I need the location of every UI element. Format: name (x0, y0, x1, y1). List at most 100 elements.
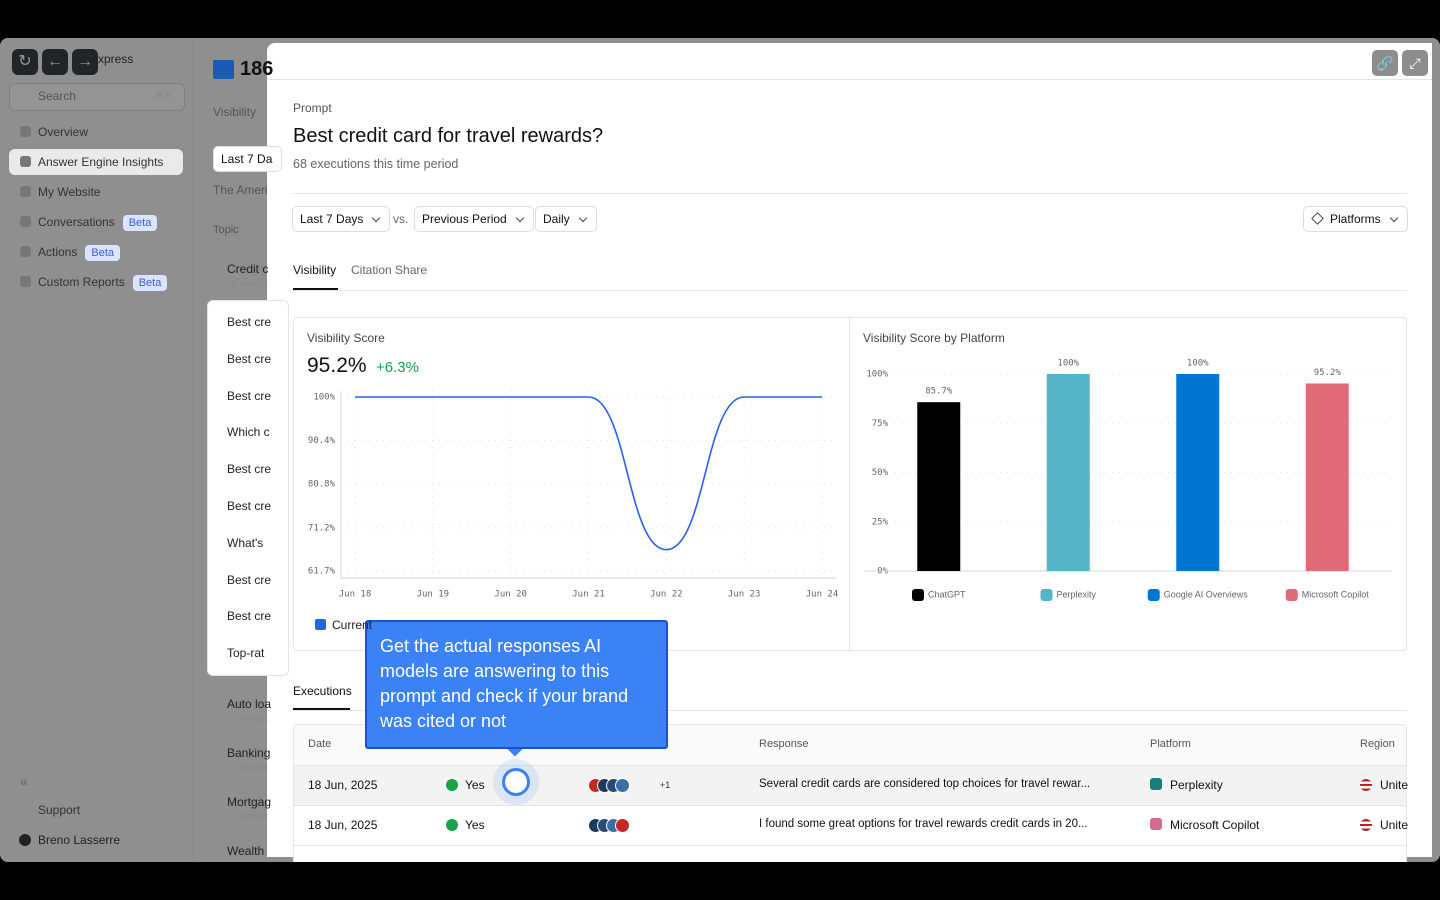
nav-label: My Website (38, 185, 101, 199)
x-tick-label: Jun 24 (806, 590, 839, 600)
executions-tab[interactable]: Executions (293, 684, 352, 698)
modal-header-border (267, 79, 1432, 80)
support[interactable]: Support (38, 803, 81, 817)
platform-icon (911, 589, 924, 601)
x-tick-label: Jun 20 (494, 590, 527, 600)
y-tick-label: 100% (313, 393, 335, 403)
beta-badge: Beta (122, 215, 158, 231)
cell-date: 18 Jun, 2025 (308, 818, 378, 832)
granularity-select[interactable]: Daily (535, 206, 597, 232)
y-tick-label: 71.2% (308, 523, 336, 533)
avatar (19, 834, 31, 846)
forward-button[interactable]: → (72, 49, 98, 75)
tab[interactable]: Visibility (293, 263, 337, 277)
executions-border (293, 710, 1407, 711)
nav-label: Answer Engine Insights (38, 155, 164, 169)
prompt-title: Best credit card for travel rewards? (293, 125, 604, 147)
cited-icon (446, 779, 458, 791)
row-highlight[interactable] (294, 766, 1406, 806)
bg-group-name: Credit c (227, 262, 269, 276)
x-tick-label: Perplexity (1056, 589, 1096, 599)
platforms-select[interactable]: Platforms (1303, 206, 1408, 232)
source-icon (615, 778, 630, 793)
cell-extra-sources: +1 (660, 780, 671, 790)
cell-response: I found some great options for travel re… (759, 818, 1088, 830)
nav-label: Actions (38, 245, 78, 259)
bottom-bezel (0, 862, 1440, 900)
bg-group-count: 10 prompt (227, 713, 268, 723)
platform-icon (1150, 778, 1162, 790)
bg-prompt: Best cre (227, 609, 272, 624)
x-tick-label: ChatGPT (928, 589, 966, 599)
nav-active-bg (9, 149, 183, 175)
bg-list-box (207, 300, 289, 676)
tab[interactable]: Citation Share (351, 263, 428, 277)
user-name[interactable]: Breno Lasserre (38, 833, 121, 847)
x-tick-label: Jun 19 (417, 590, 450, 600)
bg-prompt: Top-rat (227, 646, 265, 661)
y-tick-label: 75% (872, 419, 889, 429)
y-tick-label: 61.7% (308, 567, 336, 577)
nav-item[interactable]: Conversations Beta (38, 215, 158, 231)
beta-badge: Beta (85, 245, 120, 261)
sidebar-border (193, 38, 194, 862)
search-label: Search (38, 89, 77, 103)
row-border (294, 845, 1406, 846)
score: 95.2% (307, 354, 367, 377)
range-select[interactable]: Last 7 Days (292, 206, 391, 232)
cell-region: Unite (1380, 778, 1409, 792)
line-series (354, 396, 822, 551)
nav-label: Overview (38, 125, 89, 139)
nav-icon (20, 186, 31, 197)
flag-icon (1360, 819, 1372, 831)
nav-item[interactable]: Custom Reports Beta (38, 275, 168, 291)
nav-item[interactable]: Overview (38, 125, 88, 139)
nav-icon (20, 126, 31, 137)
divider (293, 193, 1407, 194)
value-label: 85.7% (925, 387, 953, 397)
platform-icon (1285, 589, 1298, 601)
cell-platform: Perplexity (1170, 778, 1223, 792)
x-tick-label: Jun 23 (728, 590, 761, 600)
nav-icon (20, 216, 31, 227)
bg-prompt: What's (227, 535, 264, 550)
cell-cited: Yes (465, 778, 485, 792)
x-tick-label: Jun 18 (339, 590, 372, 600)
search-box[interactable] (9, 83, 185, 111)
reload-button[interactable]: ↻ (12, 49, 38, 75)
y-tick-label: 25% (872, 517, 889, 527)
nav-item[interactable]: Actions Beta (38, 245, 120, 261)
cell-response: Several credit cards are considered top … (759, 778, 1091, 790)
bar (1305, 383, 1349, 571)
nav-icon (20, 246, 31, 257)
y-tick-label: 80.8% (308, 480, 336, 490)
cell-cited: Yes (465, 818, 485, 832)
back-button[interactable]: ← (42, 49, 68, 75)
bg-prompt: Best cre (227, 351, 272, 366)
value-label: 100% (1187, 359, 1209, 369)
flag-icon (1360, 779, 1372, 791)
nav-item[interactable]: My Website (38, 185, 100, 199)
bg-filter: Last 7 Da (213, 146, 282, 172)
active-tab-underline (293, 288, 338, 290)
chart-title: Visibility Score by Platform (863, 331, 1005, 345)
expand-button[interactable]: ⤢ (1402, 50, 1428, 76)
x-tick-label: Jun 21 (572, 590, 605, 600)
pulse-ring[interactable] (502, 768, 530, 796)
compare-select[interactable]: Previous Period (414, 206, 534, 232)
prompt-subtitle: 68 executions this time period (293, 157, 459, 171)
nav-icon (20, 276, 31, 287)
legend-label: Current (332, 618, 373, 632)
bg-description: The Ameri (213, 183, 268, 197)
chart-card (293, 317, 1407, 651)
collapse-icon: « (20, 773, 28, 789)
nav-item[interactable]: Answer Engine Insights (38, 155, 163, 169)
bar (1176, 374, 1220, 571)
bg-group-name: Banking (227, 746, 271, 760)
copy-link-button[interactable]: 🔗 (1372, 50, 1398, 76)
legend-checkbox[interactable] (315, 619, 326, 630)
column-header: Response (759, 738, 809, 750)
prompt-label: Prompt (293, 101, 332, 115)
bar (917, 402, 961, 571)
column-header: Date (308, 738, 332, 750)
